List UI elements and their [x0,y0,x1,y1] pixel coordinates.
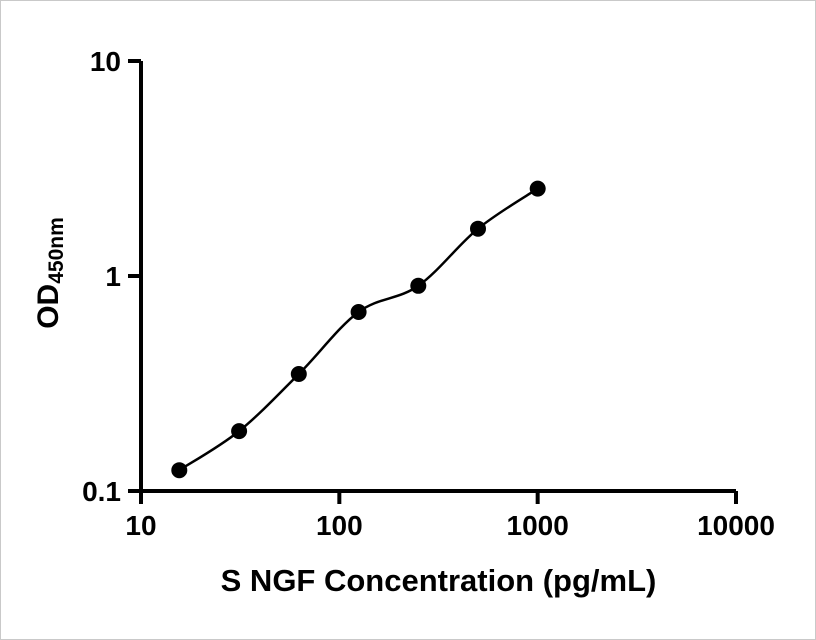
y-axis-title-main: OD [32,283,65,329]
data-point [470,220,486,237]
y-axis-tick-label: 1 [105,261,121,292]
x-axis-tick-label: 10 [125,510,156,541]
y-axis-tick-label: 10 [90,46,121,77]
data-point [529,180,546,197]
data-point [350,304,367,320]
x-axis-tick-label: 10000 [697,510,775,541]
data-point [231,423,248,440]
data-point [410,277,427,294]
data-point [290,366,307,382]
axis-spines [139,61,736,493]
data-point [171,462,188,479]
y-axis-title: OD450nm [31,213,68,333]
x-axis-tick-label: 100 [316,510,363,541]
y-axis-title-subscript: 450nm [45,217,68,284]
y-axis-tick-label: 0.1 [82,476,121,507]
x-axis-title: S NGF Concentration (pg/mL) [220,563,657,598]
x-axis-tick-label: 1000 [507,510,569,541]
